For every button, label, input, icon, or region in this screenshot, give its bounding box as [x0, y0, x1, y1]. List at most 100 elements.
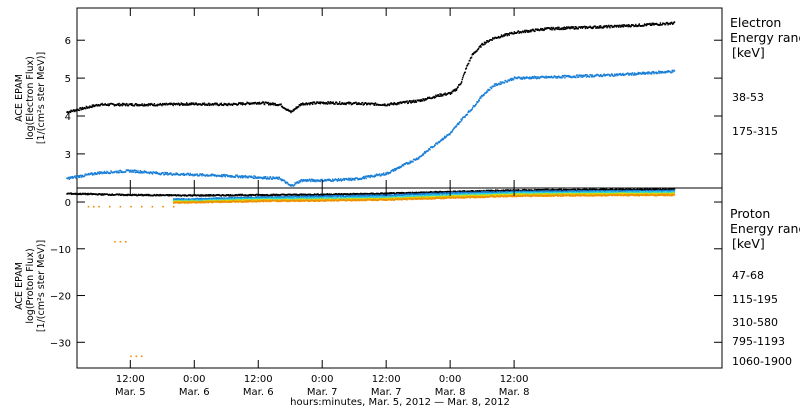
data-point — [336, 179, 338, 181]
data-point — [615, 74, 617, 77]
data-point — [186, 199, 188, 201]
data-point — [302, 104, 304, 106]
data-point — [269, 104, 272, 106]
data-point — [395, 168, 398, 171]
data-point — [629, 24, 631, 27]
data-point — [351, 178, 354, 181]
data-point — [406, 100, 408, 102]
data-point — [188, 174, 191, 177]
data-point — [118, 102, 120, 105]
data-point — [171, 103, 174, 106]
data-point — [455, 125, 458, 128]
data-point — [74, 175, 76, 177]
data-point — [296, 107, 298, 110]
data-point — [580, 27, 582, 29]
data-point — [100, 194, 103, 196]
data-point — [636, 73, 639, 75]
data-point — [658, 70, 660, 73]
data-point — [570, 27, 572, 29]
data-point — [322, 197, 324, 199]
data-point — [525, 192, 527, 195]
data-point — [608, 24, 610, 27]
data-point — [608, 25, 611, 28]
data-point — [307, 180, 310, 182]
data-point — [591, 26, 594, 29]
data-point — [551, 27, 554, 30]
data-point — [241, 176, 244, 179]
data-point — [313, 194, 315, 196]
data-point — [513, 33, 515, 35]
data-point — [421, 99, 424, 102]
data-point — [400, 102, 402, 105]
data-point — [483, 94, 485, 97]
data-point — [309, 103, 311, 106]
data-point — [641, 71, 643, 74]
data-point — [641, 73, 643, 75]
data-point — [239, 176, 242, 179]
data-point — [357, 102, 359, 104]
data-point — [121, 104, 123, 107]
data-point — [456, 124, 458, 126]
data-point — [463, 193, 465, 195]
data-point — [457, 122, 459, 125]
data-point — [585, 76, 588, 78]
data-point — [140, 172, 142, 174]
data-point — [302, 102, 304, 104]
data-point — [241, 103, 243, 105]
data-point — [220, 175, 222, 178]
data-point — [420, 98, 422, 101]
data-point — [650, 23, 652, 25]
data-point — [91, 104, 93, 107]
data-point — [276, 176, 279, 179]
proton-panel: 0−10−20−30 ACE EPAM log(Proton Flux) [1/… — [14, 187, 800, 369]
data-point — [536, 28, 538, 31]
data-point — [503, 34, 505, 36]
data-point — [383, 172, 385, 174]
data-point — [571, 191, 573, 194]
data-point — [145, 170, 147, 173]
data-point — [428, 148, 431, 150]
data-point — [212, 195, 214, 197]
data-point — [91, 106, 93, 109]
data-point — [139, 171, 141, 174]
data-point — [460, 191, 463, 194]
data-point — [164, 173, 167, 175]
data-point — [312, 179, 314, 181]
data-point — [586, 74, 588, 76]
data-point — [105, 172, 107, 174]
data-point — [566, 27, 568, 30]
data-point — [438, 95, 441, 97]
data-point — [627, 188, 629, 190]
data-point — [388, 195, 390, 197]
data-point — [571, 27, 573, 29]
data-point — [454, 190, 456, 193]
data-point — [78, 176, 80, 178]
data-point — [72, 110, 74, 113]
data-point — [96, 104, 98, 106]
data-point — [81, 108, 83, 110]
data-point — [650, 72, 652, 74]
data-point — [163, 173, 166, 176]
data-point — [638, 23, 640, 25]
data-point — [567, 75, 570, 78]
data-point — [394, 167, 396, 170]
data-point — [545, 75, 547, 78]
data-point — [404, 163, 407, 165]
data-point — [650, 24, 653, 26]
data-point — [348, 179, 350, 182]
data-point — [611, 73, 613, 75]
data-point — [200, 194, 202, 196]
data-point — [449, 132, 452, 134]
data-point — [488, 40, 490, 42]
data-point — [422, 153, 424, 155]
data-point — [459, 83, 462, 85]
data-point — [205, 194, 207, 196]
data-point — [336, 180, 339, 182]
data-point — [575, 26, 578, 28]
data-point — [478, 99, 480, 102]
data-point — [564, 77, 566, 79]
data-point — [248, 103, 251, 106]
data-point — [577, 27, 579, 30]
data-point — [193, 102, 195, 104]
